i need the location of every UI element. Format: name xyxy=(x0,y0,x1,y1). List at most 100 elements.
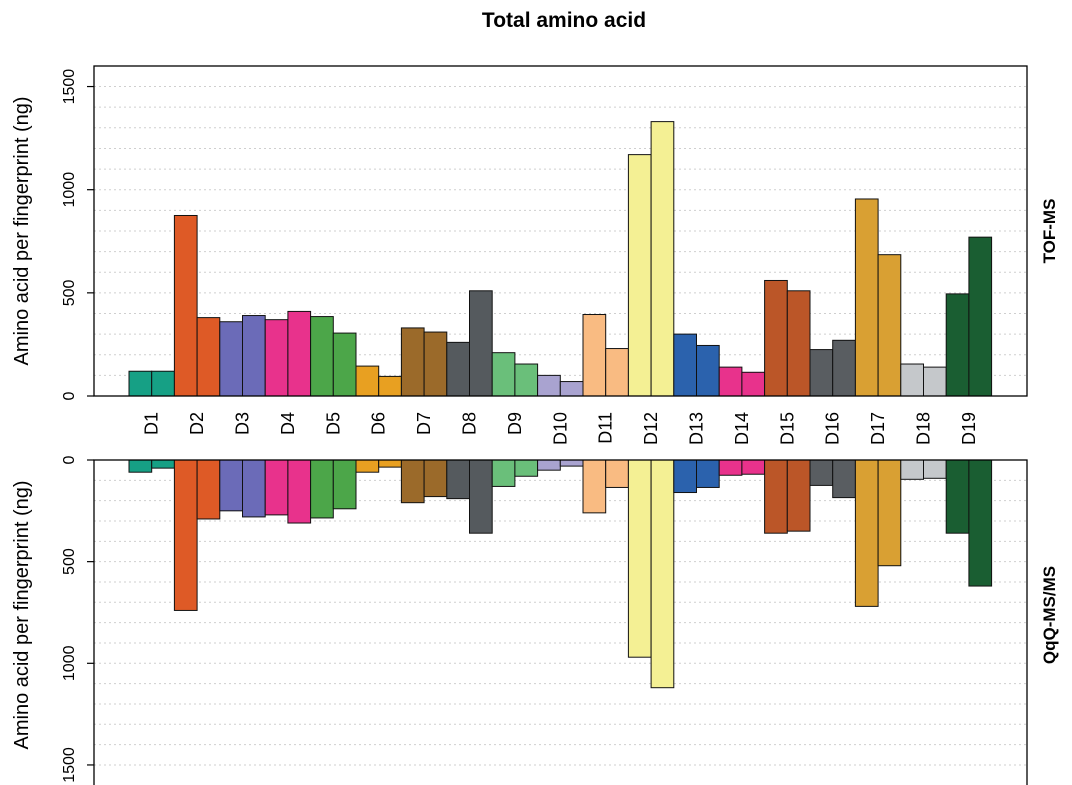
bottom-bar-d14-1 xyxy=(718,459,743,476)
category-label-d4: D4 xyxy=(278,412,298,435)
bottom-bar-d1-1 xyxy=(128,459,153,473)
top-panel-bars xyxy=(128,121,993,397)
bottom-y-tick-label: 500 xyxy=(61,548,78,575)
top-bar-d5-1 xyxy=(310,316,334,397)
top-bar-d18-2 xyxy=(923,366,947,397)
top-bar-d15-2 xyxy=(786,290,811,397)
category-label-d3: D3 xyxy=(233,412,253,435)
bottom-bar-d11-2 xyxy=(605,459,629,488)
top-bar-d6-2 xyxy=(378,375,402,397)
top-bar-d3-2 xyxy=(242,315,266,397)
bottom-bar-d10-1 xyxy=(537,459,561,471)
top-bar-d19-1 xyxy=(945,293,970,397)
category-label-d18: D18 xyxy=(914,412,934,445)
category-label-d15: D15 xyxy=(777,412,797,445)
bottom-bar-d6-1 xyxy=(355,459,380,473)
top-panel-label: TOF-MS xyxy=(1040,199,1059,264)
top-panel-grid xyxy=(94,86,1027,376)
bottom-bar-d4-2 xyxy=(287,459,312,524)
top-bar-d8-2 xyxy=(469,290,493,397)
top-bar-d13-1 xyxy=(673,333,697,397)
bottom-bar-d8-2 xyxy=(469,459,493,534)
top-bar-d10-1 xyxy=(537,374,561,397)
bottom-panel-label: QqQ-MS/MS xyxy=(1040,566,1059,664)
bottom-bar-d13-1 xyxy=(673,459,697,494)
chart-title: Total amino acid xyxy=(482,9,646,32)
category-label-d19: D19 xyxy=(959,412,979,445)
category-label-d16: D16 xyxy=(823,412,843,445)
category-label-d8: D8 xyxy=(460,412,480,435)
top-bar-d4-1 xyxy=(264,319,289,397)
top-bar-d10-2 xyxy=(559,381,584,397)
bottom-bar-d18-1 xyxy=(900,459,924,480)
bottom-bar-d15-2 xyxy=(786,459,811,532)
top-bar-d14-2 xyxy=(741,371,766,397)
bottom-bar-d4-1 xyxy=(264,459,289,516)
category-label-d13: D13 xyxy=(687,412,707,445)
category-label-d10: D10 xyxy=(550,412,570,445)
bottom-bar-d5-1 xyxy=(310,459,334,519)
top-bar-d2-1 xyxy=(173,214,198,397)
top-bar-d15-1 xyxy=(764,279,788,397)
bottom-bar-d7-1 xyxy=(400,459,425,504)
bottom-panel-frame xyxy=(93,459,1028,785)
bottom-bar-d19-2 xyxy=(968,459,993,587)
bottom-bar-d19-1 xyxy=(945,459,970,534)
category-label-d7: D7 xyxy=(414,412,434,435)
top-y-tick-label: 1500 xyxy=(61,69,78,105)
top-bar-d17-2 xyxy=(877,254,902,397)
top-bar-d1-1 xyxy=(128,370,153,397)
top-bar-d1-2 xyxy=(151,370,175,397)
category-label-d1: D1 xyxy=(142,412,162,435)
bottom-bar-d7-2 xyxy=(423,459,448,498)
top-bar-d7-1 xyxy=(400,327,425,397)
bottom-bar-d17-2 xyxy=(877,459,902,567)
bottom-bar-d9-1 xyxy=(491,459,516,487)
bottom-bar-d16-1 xyxy=(809,459,834,486)
bottom-bar-d5-2 xyxy=(332,459,357,510)
top-panel-y-axis: 0 500 1000 1500 xyxy=(61,69,94,400)
category-label-d17: D17 xyxy=(868,412,888,445)
bottom-y-axis-label: Amino acid per fingerprint (ng) xyxy=(11,480,33,749)
top-bar-d4-2 xyxy=(287,310,312,397)
top-bar-d12-1 xyxy=(627,154,652,397)
top-bar-d17-1 xyxy=(854,198,879,397)
bottom-bar-d18-2 xyxy=(923,459,947,479)
category-label-d14: D14 xyxy=(732,412,752,445)
bottom-bar-d12-1 xyxy=(627,459,652,658)
bottom-panel-y-axis: 0 500 1000 1500 xyxy=(61,455,94,783)
top-bar-d9-1 xyxy=(491,352,516,397)
bottom-panel-bars xyxy=(128,459,993,689)
top-bar-d14-1 xyxy=(718,366,743,397)
top-bar-d8-1 xyxy=(446,341,470,397)
top-bar-d16-2 xyxy=(832,339,856,397)
bottom-bar-d17-1 xyxy=(854,459,879,607)
category-label-d11: D11 xyxy=(596,412,616,444)
bottom-bar-d9-2 xyxy=(514,459,539,477)
top-bar-d16-1 xyxy=(809,349,834,397)
bottom-bar-d11-1 xyxy=(582,459,607,514)
top-bar-d11-2 xyxy=(605,348,629,397)
bottom-bar-d1-2 xyxy=(151,459,175,469)
top-bar-d19-2 xyxy=(968,236,993,397)
category-label-d12: D12 xyxy=(641,412,661,445)
top-bar-d18-1 xyxy=(900,363,924,397)
bottom-bar-d14-2 xyxy=(741,459,766,475)
top-bar-d5-2 xyxy=(332,332,357,397)
top-bar-d2-2 xyxy=(196,317,221,397)
bottom-bar-d2-1 xyxy=(173,459,198,611)
bottom-y-tick-label: 0 xyxy=(61,455,78,464)
bottom-y-tick-label: 1500 xyxy=(61,747,78,783)
category-label-d5: D5 xyxy=(323,412,343,435)
bottom-bar-d3-2 xyxy=(242,459,266,518)
category-label-d2: D2 xyxy=(187,412,207,435)
top-bar-d3-1 xyxy=(219,321,244,397)
bottom-bar-d3-1 xyxy=(219,459,244,512)
top-y-tick-label: 500 xyxy=(61,279,78,306)
category-label-d9: D9 xyxy=(505,412,525,435)
bottom-bar-d15-1 xyxy=(764,459,788,534)
category-labels: D1 D2 D3 D4 D5 D6 D7 D8 D9 D10 D11 D12 D13 D14 D15 D16 D… xyxy=(142,412,979,445)
top-panel-frame xyxy=(93,65,1028,397)
bottom-bar-d13-2 xyxy=(696,459,720,488)
top-bar-d13-2 xyxy=(696,344,720,397)
